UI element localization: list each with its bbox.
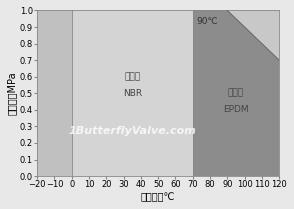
Text: 1ButterflyValve.com: 1ButterflyValve.com — [68, 126, 196, 136]
Bar — [37, 10, 72, 176]
Text: NBR: NBR — [123, 89, 142, 98]
Polygon shape — [227, 10, 279, 60]
Y-axis label: 使用压力MPa: 使用压力MPa — [7, 71, 17, 115]
X-axis label: 使用温度℃: 使用温度℃ — [141, 192, 176, 202]
Text: EPDM: EPDM — [223, 105, 249, 114]
Text: 90℃: 90℃ — [196, 17, 218, 26]
Bar — [72, 10, 193, 176]
Text: 密封圈: 密封圈 — [124, 72, 140, 81]
Text: 密封圈: 密封圈 — [228, 89, 244, 98]
Bar — [193, 10, 279, 176]
